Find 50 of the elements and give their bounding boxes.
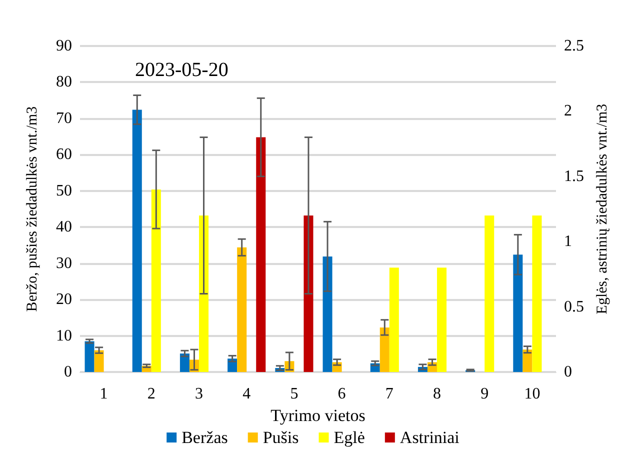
y-tick-label: 20 — [56, 291, 72, 308]
y2-tick-label: 2 — [564, 102, 572, 120]
y-tick-label: 10 — [56, 327, 72, 344]
y-tick-label: 0 — [64, 364, 72, 380]
legend-label: Eglė — [334, 428, 365, 447]
y-axis-title: Beržo, pušies žiedadulkės vnt./m3 — [24, 106, 40, 312]
y-tick-label: 50 — [56, 182, 72, 200]
y-tick-label: 30 — [56, 254, 72, 272]
y2-axis-title: Eglės, astrinių žiedadulkės vnt./m3 — [594, 104, 610, 314]
bar — [437, 268, 447, 372]
y-tick-label: 40 — [56, 218, 72, 236]
bar — [522, 350, 532, 372]
bar — [151, 189, 161, 372]
bar — [237, 247, 247, 372]
x-tick-label: 6 — [338, 386, 346, 402]
legend-label: Beržas — [182, 428, 228, 447]
x-tick-label: 1 — [100, 386, 108, 402]
x-tick-label: 9 — [480, 386, 489, 402]
bar — [389, 268, 399, 372]
bar — [532, 216, 542, 372]
bar — [180, 354, 190, 372]
y2-tick-label: 2.5 — [564, 38, 584, 54]
x-tick-label: 7 — [385, 386, 394, 402]
bar — [94, 350, 104, 372]
y2-tick-label: 1 — [564, 233, 572, 250]
y-tick-label: 60 — [56, 146, 72, 164]
legend-label: Astriniai — [400, 428, 460, 447]
x-tick-label: 3 — [195, 386, 203, 402]
legend-label: Pušis — [262, 428, 299, 447]
bar — [304, 216, 314, 372]
bar — [513, 254, 523, 372]
y2-tick-label: 0.5 — [564, 298, 584, 316]
x-tick-label: 2 — [147, 386, 156, 402]
y-tick-label: 90 — [56, 38, 72, 54]
bar — [199, 216, 209, 372]
bar — [484, 216, 494, 372]
y2-tick-label: 1.5 — [564, 168, 584, 185]
bar — [132, 110, 142, 372]
x-tick-label: 10 — [524, 386, 540, 402]
y2-tick-label: 0 — [564, 364, 572, 380]
x-axis-title: Tyrimo vietos — [270, 406, 366, 425]
bar — [322, 256, 332, 372]
x-tick-label: 4 — [242, 386, 251, 402]
bar — [84, 341, 94, 372]
y-tick-label: 80 — [56, 74, 72, 91]
text: 2023-05-20 — [135, 59, 228, 81]
bar — [256, 137, 266, 372]
x-tick-label: 8 — [433, 386, 441, 402]
x-tick-label: 5 — [290, 386, 298, 402]
y-tick-label: 70 — [56, 110, 72, 127]
